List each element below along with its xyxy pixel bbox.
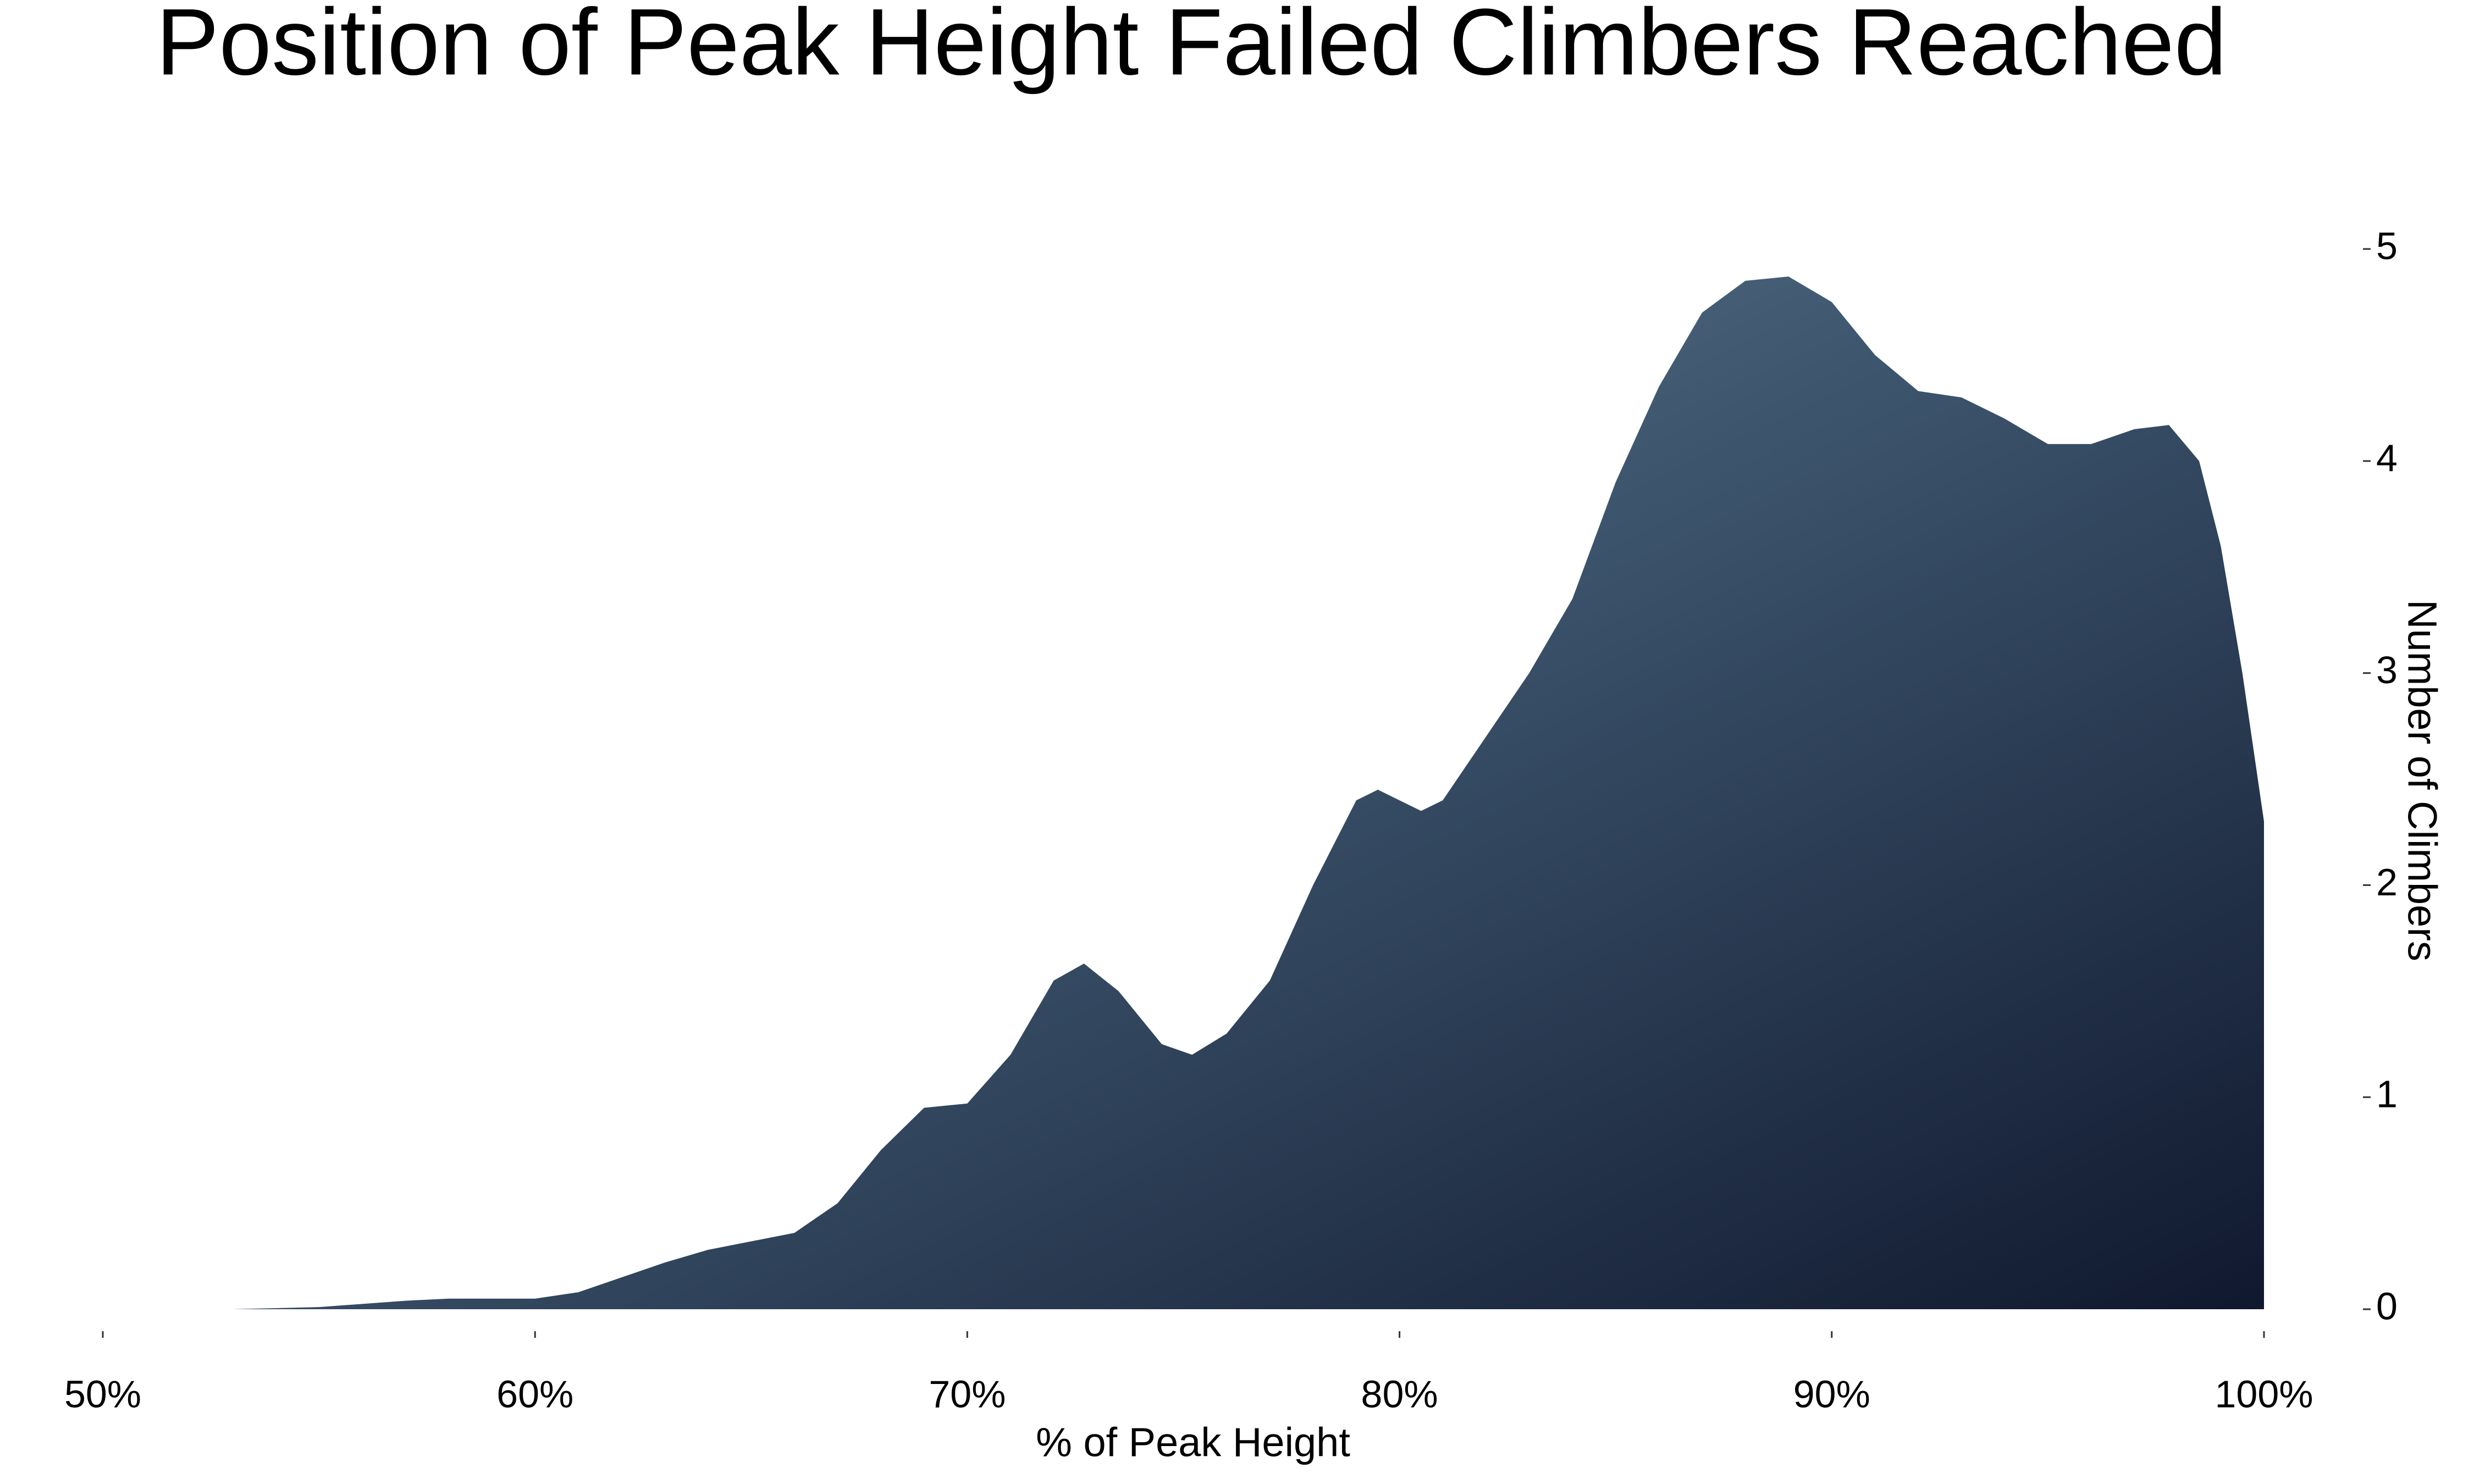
y-tick-label: 2 [2376, 861, 2398, 904]
y-tick-label: 3 [2376, 649, 2398, 691]
area [124, 276, 2264, 1309]
y-tick-label: 5 [2376, 224, 2398, 267]
x-axis-label: % of Peak Height [1036, 1420, 1350, 1465]
y-tick-label: 1 [2376, 1073, 2398, 1116]
x-tick-label: 80% [1361, 1372, 1438, 1415]
x-tick-label: 70% [929, 1372, 1006, 1415]
chart-title: Position of Peak Height Failed Climbers … [156, 0, 2227, 95]
y-axis-label: Number of Climbers [2399, 600, 2445, 961]
y-tick-label: 4 [2376, 436, 2398, 479]
x-tick-label: 50% [64, 1372, 141, 1415]
x-tick-label: 100% [2215, 1372, 2313, 1415]
y-tick-label: 0 [2376, 1284, 2398, 1327]
x-tick-label: 90% [1793, 1372, 1870, 1415]
x-tick-label: 60% [496, 1372, 573, 1415]
